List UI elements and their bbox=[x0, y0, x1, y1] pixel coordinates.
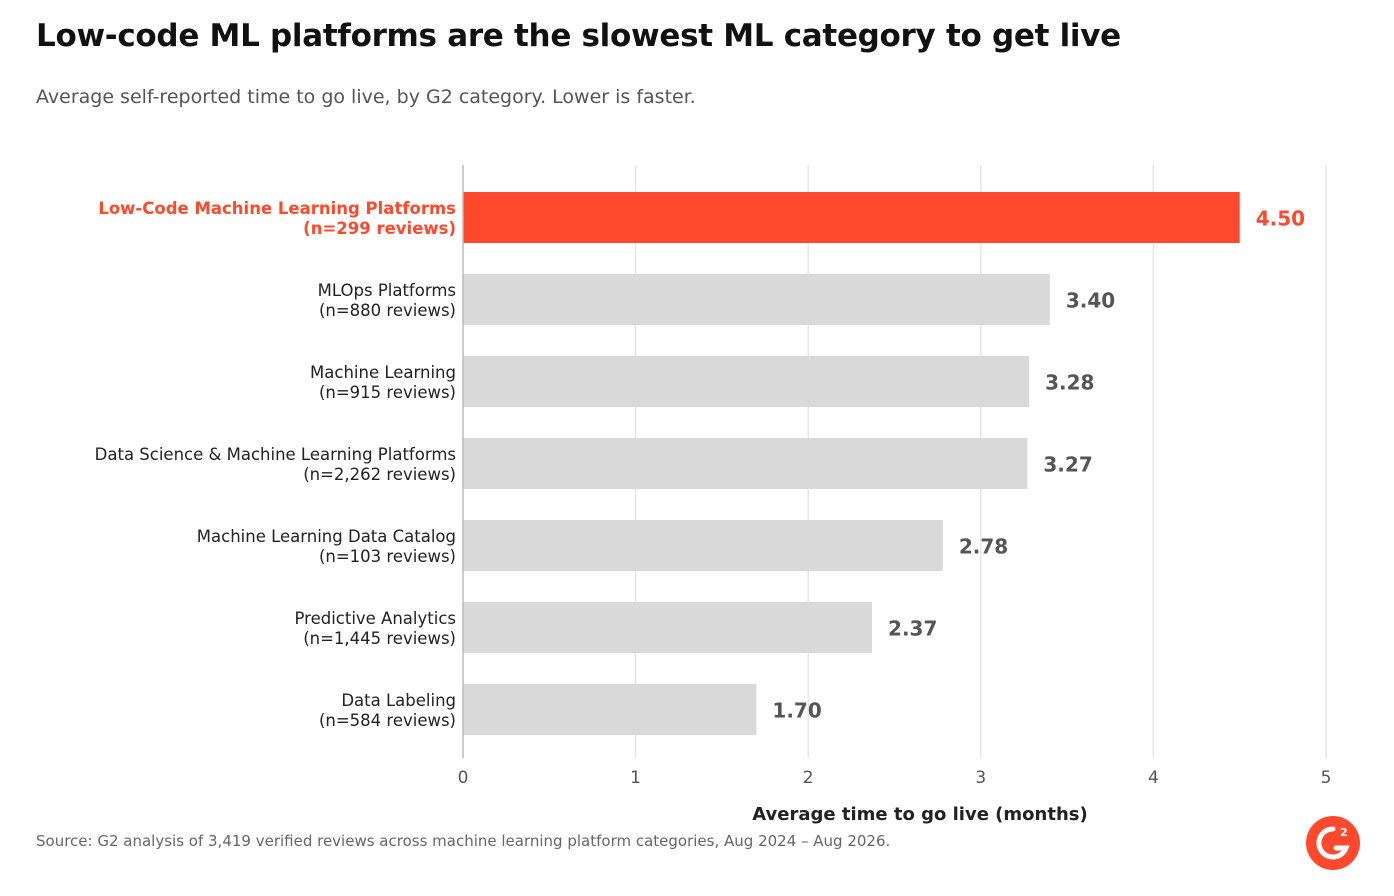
x-tick-label: 2 bbox=[803, 768, 814, 788]
sample-size-label: (n=299 reviews) bbox=[303, 219, 456, 238]
sample-size-label: (n=2,262 reviews) bbox=[303, 465, 456, 484]
value-labels: 4.50 3.40 3.28 3.27 2.78 2.37 1.70 bbox=[772, 207, 1305, 723]
x-axis-label: Average time to go live (months) bbox=[752, 804, 1087, 825]
sample-size-label: (n=915 reviews) bbox=[319, 383, 456, 402]
category-label: Machine Learning bbox=[310, 363, 456, 382]
category-labels: Low-Code Machine Learning Platforms(n=29… bbox=[95, 199, 457, 730]
category-label: Machine Learning Data Catalog bbox=[197, 527, 456, 546]
chart-subtitle: Average self-reported time to go live, b… bbox=[36, 86, 696, 108]
bar-chart: Low-Code Machine Learning Platforms(n=29… bbox=[95, 165, 1332, 825]
category-label: Data Labeling bbox=[341, 691, 456, 710]
sample-size-label: (n=1,445 reviews) bbox=[303, 629, 456, 648]
value-label: 3.27 bbox=[1043, 453, 1092, 477]
x-tick-label: 1 bbox=[630, 768, 641, 788]
value-label: 4.50 bbox=[1256, 207, 1305, 231]
bar bbox=[463, 356, 1030, 407]
bar bbox=[463, 520, 943, 571]
x-tick-label: 5 bbox=[1321, 768, 1332, 788]
category-label: MLOps Platforms bbox=[318, 281, 456, 300]
sample-size-label: (n=584 reviews) bbox=[319, 711, 456, 730]
sample-size-label: (n=103 reviews) bbox=[319, 547, 456, 566]
svg-text:2: 2 bbox=[1340, 826, 1348, 839]
value-label: 1.70 bbox=[772, 699, 821, 723]
bars bbox=[463, 192, 1240, 735]
category-label: Data Science & Machine Learning Platform… bbox=[95, 445, 456, 464]
value-label: 3.28 bbox=[1045, 371, 1094, 395]
category-label: Predictive Analytics bbox=[294, 609, 456, 628]
source-note: Source: G2 analysis of 3,419 verified re… bbox=[36, 832, 891, 850]
x-tick-label: 4 bbox=[1148, 768, 1159, 788]
value-label: 2.37 bbox=[888, 617, 937, 641]
sample-size-label: (n=880 reviews) bbox=[319, 301, 456, 320]
category-label: Low-Code Machine Learning Platforms bbox=[98, 199, 456, 218]
x-tick-label: 0 bbox=[458, 768, 469, 788]
bar bbox=[463, 602, 873, 653]
bar bbox=[463, 684, 757, 735]
value-label: 3.40 bbox=[1066, 289, 1115, 313]
bar bbox=[463, 438, 1028, 489]
bar bbox=[463, 274, 1050, 325]
value-label: 2.78 bbox=[959, 535, 1008, 559]
x-tick-label: 3 bbox=[975, 768, 986, 788]
bar bbox=[463, 192, 1240, 243]
g2-logo: 2 bbox=[1306, 816, 1360, 870]
chart-title: Low-code ML platforms are the slowest ML… bbox=[36, 18, 1121, 54]
x-tick-labels: 0 1 2 3 4 5 bbox=[458, 768, 1332, 788]
